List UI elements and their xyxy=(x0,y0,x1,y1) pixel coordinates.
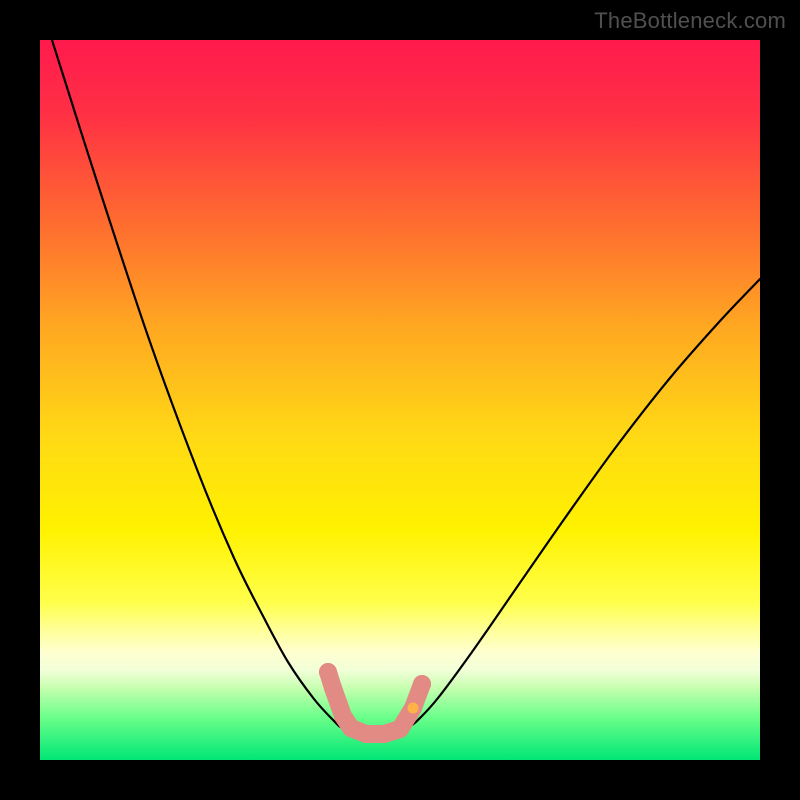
marker-dot xyxy=(391,720,409,738)
bottleneck-chart xyxy=(40,40,760,760)
marker-dot xyxy=(413,675,431,693)
marker-dot xyxy=(375,725,393,743)
highlight-star-icon xyxy=(408,703,419,714)
watermark-text: TheBottleneck.com xyxy=(594,8,786,34)
marker-dot xyxy=(357,725,375,743)
marker-dot xyxy=(319,663,337,681)
plot-area xyxy=(40,40,760,760)
image-frame: TheBottleneck.com xyxy=(0,0,800,800)
